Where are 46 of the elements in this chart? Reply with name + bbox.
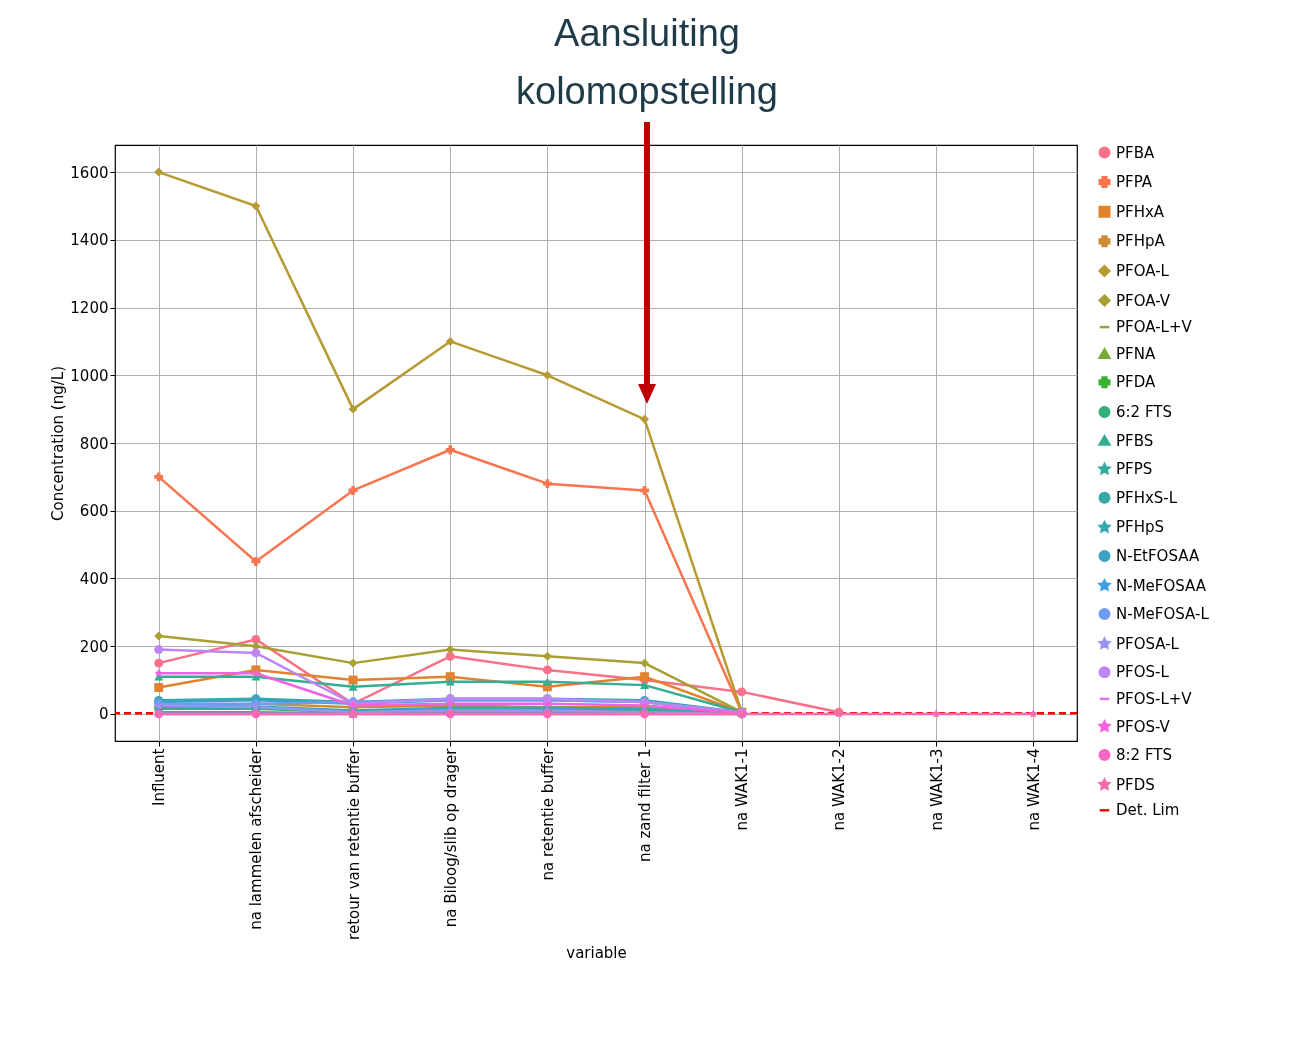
- legend-label: N-MeFOSA-L: [1116, 605, 1210, 624]
- legend-label: PFOS-V: [1116, 717, 1171, 736]
- x-tick-label: na zand filter 1: [636, 748, 655, 863]
- legend-label: PFPA: [1116, 173, 1153, 192]
- legend-label: PFNA: [1116, 344, 1156, 363]
- x-tick-label: retour van retentie buffer: [344, 747, 363, 940]
- x-tick-label: na WAK1-1: [733, 748, 752, 831]
- x-tick-label: na WAK1-2: [830, 748, 849, 831]
- legend-label: PFOA-V: [1116, 291, 1171, 310]
- legend-label: PFDA: [1116, 373, 1156, 392]
- y-tick-label: 1400: [70, 231, 109, 250]
- x-tick-label: na WAK1-4: [1024, 748, 1043, 831]
- legend-label: PFHxA: [1116, 202, 1165, 221]
- legend-label: PFOSA-L: [1116, 634, 1180, 653]
- legend-label: PFHpS: [1116, 518, 1164, 537]
- y-tick-label: 0: [98, 705, 109, 724]
- x-tick-label: na Biloog/slib op drager: [441, 747, 460, 928]
- y-axis-title: Concentration (ng/L): [49, 365, 68, 522]
- x-tick-label: na lammelen afscheider: [247, 747, 266, 930]
- x-tick-label: na retentie buffer: [538, 747, 557, 881]
- legend-label: PFHpA: [1116, 232, 1166, 251]
- legend-label: N-MeFOSAA: [1116, 576, 1207, 595]
- legend-label: PFOA-L+V: [1116, 318, 1193, 337]
- y-tick-label: 200: [79, 637, 109, 656]
- legend-label: PFOA-L: [1116, 261, 1170, 280]
- y-tick-label: 1600: [70, 163, 109, 182]
- legend-label: PFBA: [1116, 143, 1155, 162]
- y-tick-label: 600: [79, 502, 109, 521]
- text: Aansluiting kolomopstelling: [515, 11, 779, 114]
- legend-label: PFBS: [1116, 431, 1154, 450]
- y-tick-label: 1000: [70, 366, 109, 385]
- x-tick-label: Influent: [150, 748, 169, 807]
- legend-label: PFHxS-L: [1116, 488, 1178, 507]
- legend-label: Det. Lim: [1116, 801, 1180, 820]
- x-axis-title: variable: [566, 943, 627, 962]
- legend-label: 8:2 FTS: [1116, 746, 1172, 765]
- y-tick-label: 400: [79, 569, 109, 588]
- legend-label: PFPS: [1116, 460, 1153, 479]
- legend-label: 6:2 FTS: [1116, 402, 1172, 421]
- x-tick-label: na WAK1-3: [927, 748, 946, 831]
- y-tick-label: 800: [79, 434, 109, 453]
- legend-label: PFOS-L: [1116, 663, 1170, 682]
- y-tick-label: 1200: [70, 299, 109, 318]
- legend-label: PFOS-L+V: [1116, 689, 1193, 708]
- legend-label: N-EtFOSAA: [1116, 546, 1200, 565]
- legend-label: PFDS: [1116, 775, 1155, 794]
